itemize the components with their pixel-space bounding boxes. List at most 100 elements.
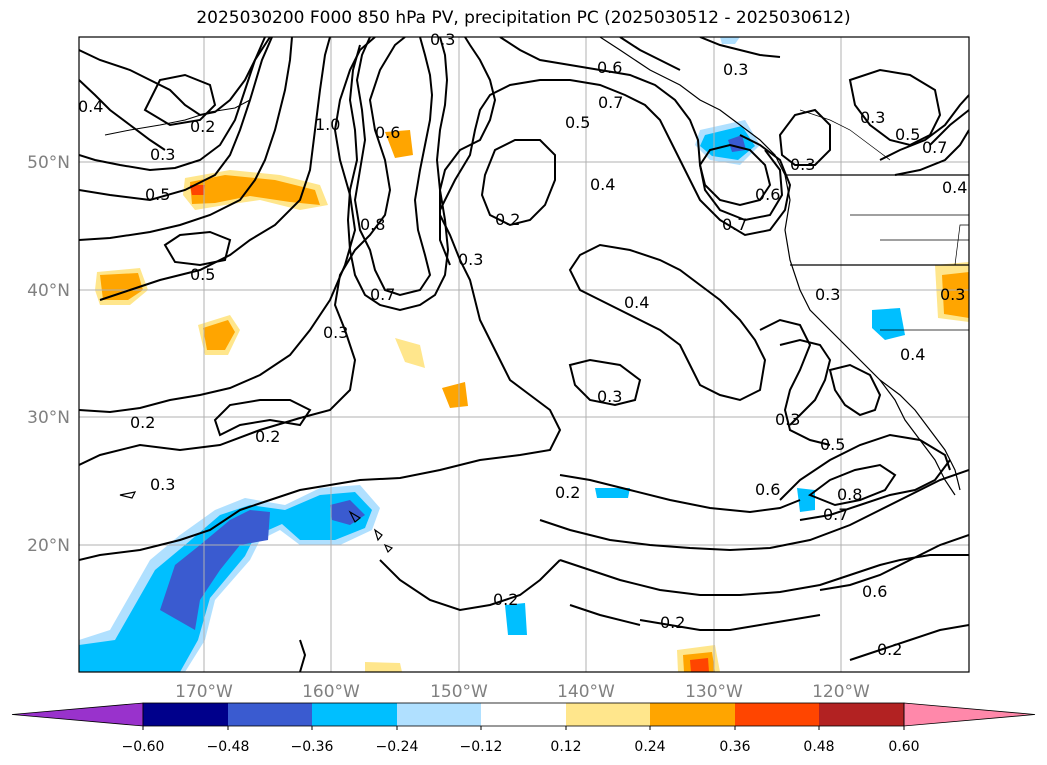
contour-label: 0.3 — [775, 410, 800, 429]
colorbar-tick-label: 0.12 — [550, 739, 581, 755]
contour-labels: 0.4 0.2 0.3 0.5 1.0 0.6 0.8 0.7 0.5 0.2 … — [78, 30, 967, 659]
colorbar-segment — [650, 703, 735, 726]
colorbar-tick-label: −0.12 — [460, 739, 503, 755]
precip-positive-area — [190, 185, 205, 195]
contour-label: 0.4 — [590, 175, 615, 194]
contour-label: 0.2 — [660, 613, 685, 632]
contour-label: 0.5 — [820, 435, 845, 454]
contour-label: 0.3 — [815, 285, 840, 304]
colorbar-extend-max — [903, 702, 1036, 727]
contour-label: 0.2 — [255, 427, 280, 446]
lon-label-130w: 130°W — [685, 682, 743, 702]
colorbar-segment — [228, 703, 312, 726]
colorbar-tick-label: 0.60 — [888, 739, 919, 755]
precip-positive-area — [365, 662, 402, 672]
contour-label: 0.3 — [150, 475, 175, 494]
contour-label: 0.6 — [597, 58, 622, 77]
contour-label: 0.3 — [458, 250, 483, 269]
precip-negative-area — [505, 603, 527, 635]
lon-label-150w: 150°W — [430, 682, 488, 702]
colorbar-segment — [481, 703, 566, 726]
colorbar-segment — [312, 703, 397, 726]
precip-positive-area — [690, 658, 709, 672]
colorbar-segment — [566, 703, 650, 726]
contour-label: 0.8 — [837, 485, 862, 504]
latitude-labels: 50°N 40°N 30°N 20°N — [27, 153, 70, 556]
precip-positive-area — [190, 175, 320, 205]
pv-contours — [79, 37, 969, 672]
contour-label: 0.3 — [790, 155, 815, 174]
precip-negative-area — [330, 500, 365, 525]
contour-label: 0.3 — [940, 285, 965, 304]
precip-positive-area — [203, 320, 235, 350]
lat-label-20n: 20°N — [27, 536, 70, 556]
colorbar-tick-label: −0.60 — [122, 739, 165, 755]
colorbar-tick-label: 0.24 — [634, 739, 665, 755]
contour-label: 0.4 — [942, 178, 967, 197]
contour-label: 0.8 — [360, 215, 385, 234]
contour-label: 0.5 — [145, 185, 170, 204]
contour-label: 0.6 — [755, 480, 780, 499]
colorbar-segment — [143, 703, 228, 726]
contour-label: 0.7 — [823, 505, 848, 524]
lat-label-30n: 30°N — [27, 408, 70, 428]
contour-label: 1.0 — [315, 115, 340, 134]
colorbar — [11, 702, 1036, 730]
contour-label: 0.3 — [323, 323, 348, 342]
contour-label: 0.2 — [130, 413, 155, 432]
contour-label: 0.7 — [922, 138, 947, 157]
contour-label: 0.4 — [78, 97, 103, 116]
precip-positive-area — [442, 382, 468, 408]
precip-positive-area — [385, 130, 413, 158]
lon-label-160w: 160°W — [302, 682, 360, 702]
lat-label-40n: 40°N — [27, 281, 70, 301]
contour-label: 0.7 — [370, 285, 395, 304]
precip-negative-area — [160, 510, 270, 630]
map-gridlines — [79, 37, 969, 672]
colorbar-segment — [819, 703, 904, 726]
colorbar-tick-label: −0.48 — [207, 739, 250, 755]
colorbar-extend-min — [11, 702, 144, 727]
contour-label: 0.3 — [597, 387, 622, 406]
colorbar-tick-label: −0.36 — [291, 739, 334, 755]
longitude-labels: 170°W 160°W 150°W 140°W 130°W 120°W — [175, 682, 870, 702]
contour-label: 0.6 — [755, 185, 780, 204]
contour-label: 0.2 — [877, 640, 902, 659]
contour-label: 0.7 — [722, 215, 747, 234]
colorbar-frame — [142, 702, 905, 727]
lat-label-50n: 50°N — [27, 153, 70, 173]
lon-label-140w: 140°W — [557, 682, 615, 702]
precip-positive-area — [395, 338, 425, 368]
precip-shading — [79, 37, 969, 672]
colorbar-tick-label: −0.24 — [376, 739, 419, 755]
precip-negative-area — [595, 488, 630, 498]
colorbar-segment — [735, 703, 819, 726]
contour-label: 0.6 — [862, 582, 887, 601]
contour-label: 0.3 — [150, 145, 175, 164]
colorbar-tick-labels: −0.60 −0.48 −0.36 −0.24 −0.12 0.12 0.24 … — [122, 739, 920, 755]
contour-label: 0.4 — [900, 345, 925, 364]
contour-label: 0.2 — [555, 483, 580, 502]
contour-label: 0.7 — [598, 93, 623, 112]
map-frame — [78, 36, 970, 673]
lon-label-170w: 170°W — [175, 682, 233, 702]
contour-label: 0.3 — [723, 60, 748, 79]
contour-label: 0.3 — [860, 108, 885, 127]
colorbar-segment — [397, 703, 481, 726]
lon-label-120w: 120°W — [812, 682, 870, 702]
contour-label: 0.4 — [624, 293, 649, 312]
contour-label: 0.5 — [565, 113, 590, 132]
precip-positive-area — [942, 272, 969, 318]
precip-positive-area — [100, 273, 143, 300]
contour-label: 0.5 — [190, 265, 215, 284]
precip-negative-area — [720, 37, 740, 44]
map-title: 2025030200 F000 850 hPa PV, precipitatio… — [196, 8, 851, 28]
precip-negative-area — [872, 308, 905, 340]
colorbar-tick-label: 0.48 — [803, 739, 834, 755]
contour-label: 0.3 — [430, 30, 455, 49]
contour-label: 0.2 — [495, 210, 520, 229]
contour-label: 0.2 — [190, 117, 215, 136]
contour-label: 0.5 — [895, 125, 920, 144]
precip-negative-area — [79, 492, 372, 672]
